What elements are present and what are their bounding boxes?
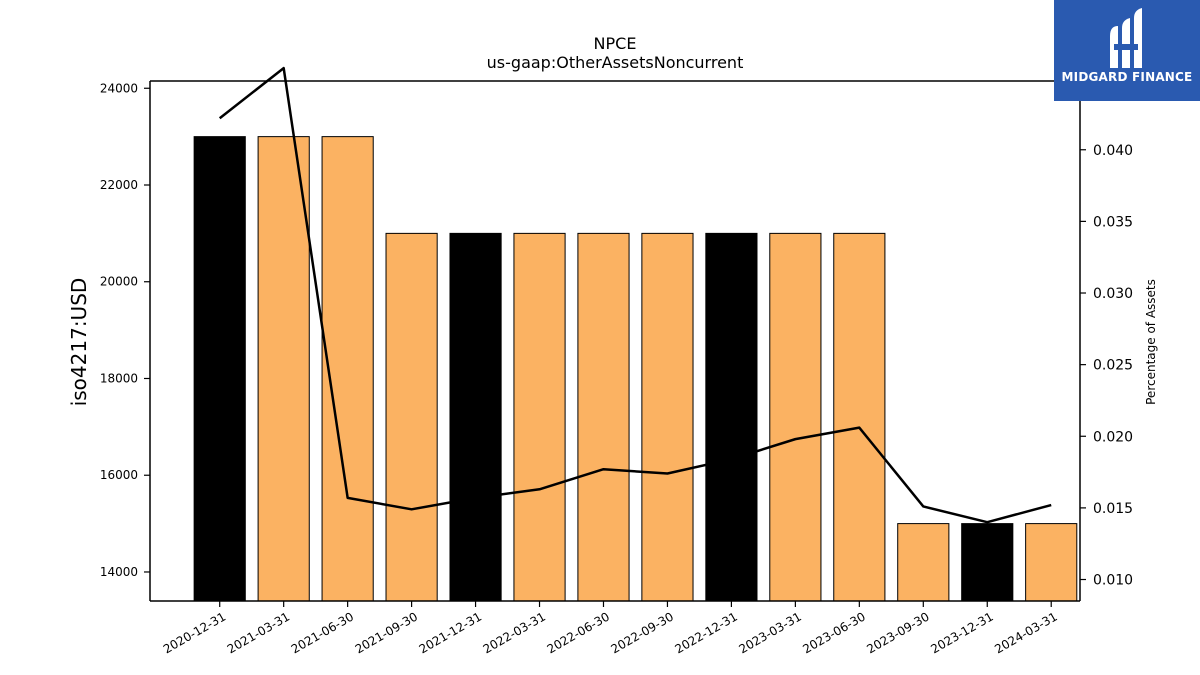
x-tick-label: 2022-03-31 [481,609,548,656]
x-tick-label: 2020-12-31 [161,609,228,656]
y2-tick-label: 0.040 [1093,143,1133,159]
y-tick-label: 22000 [100,178,138,192]
x-tick-label: 2022-06-30 [545,609,612,656]
bar-2022-03-31 [513,232,566,602]
bar-2021-03-31 [257,136,310,602]
x-tick-label: 2021-03-31 [225,609,292,656]
bar-2021-06-30 [321,136,374,602]
bar-2023-12-31 [961,523,1014,602]
x-tick-label: 2023-09-30 [864,609,931,656]
y2-tick-label: 0.035 [1093,214,1133,230]
bar-2022-06-30 [577,232,630,602]
logo-mark-icon [1110,8,1142,68]
bar-2020-12-31 [193,136,246,602]
bar-2021-09-30 [385,232,438,602]
chart-title: NPCE [594,34,637,53]
x-tick-label: 2023-12-31 [928,609,995,656]
x-tick-label: 2022-12-31 [673,609,740,656]
y-tick-label: 16000 [100,468,138,482]
y-axis-label: iso4217:USD [67,278,91,407]
x-tick-label: 2023-06-30 [800,609,867,656]
y-tick-label: 14000 [100,565,138,579]
x-tick-label: 2021-06-30 [289,609,356,656]
y2-tick-label: 0.020 [1093,429,1133,445]
x-tick-label: 2021-12-31 [417,609,484,656]
x-tick-label: 2023-03-31 [736,609,803,656]
y2-tick-label: 0.015 [1093,501,1133,517]
y2-tick-label: 0.025 [1093,358,1133,374]
y2-axis-label: Percentage of Assets [1144,279,1158,405]
x-tick-label: 2024-03-31 [992,609,1059,656]
y-tick-label: 24000 [100,81,138,95]
bar-2022-09-30 [641,232,694,602]
x-tick-label: 2021-09-30 [353,609,420,656]
y2-tick-label: 0.010 [1093,573,1133,589]
bar-2022-12-31 [705,232,758,602]
line-group [218,66,1052,524]
bar-group [193,136,1078,602]
bar-2023-06-30 [833,232,886,602]
x-tick-label: 2022-09-30 [609,609,676,656]
y-tick-label: 20000 [100,275,138,289]
y2-tick-label: 0.030 [1093,286,1133,302]
bar-2023-03-31 [769,232,822,602]
midgard-finance-logo: MIDGARD FINANCE [1054,0,1200,101]
y-tick-label: 18000 [100,371,138,385]
chart-subtitle: us-gaap:OtherAssetsNoncurrent [487,53,744,72]
bar-2021-12-31 [449,232,502,602]
bar-2023-09-30 [897,523,950,602]
bar-2024-03-31 [1025,523,1078,602]
percentage-of-assets-line [218,66,1052,524]
logo-text: MIDGARD FINANCE [1061,70,1193,84]
